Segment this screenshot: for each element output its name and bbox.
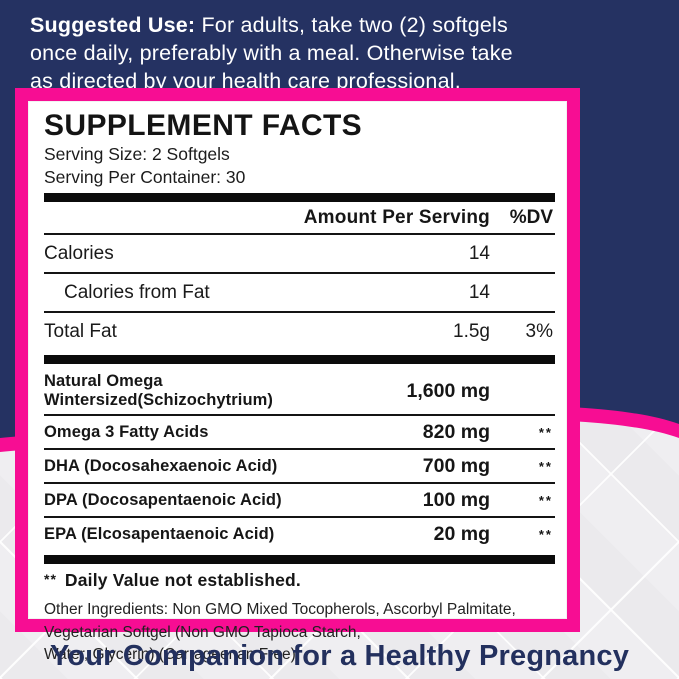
- table-row-natural-omega: Natural Omega Wintersized(Schizochytrium…: [44, 367, 555, 417]
- footnote-text: Daily Value not established.: [64, 570, 301, 591]
- supplement-facts-content: SUPPLEMENT FACTS Serving Size: 2 Softgel…: [28, 101, 567, 667]
- table-row-calories: Calories 14: [44, 235, 555, 275]
- divider-thick-top: [44, 193, 555, 203]
- other-ingredients-line1: Other Ingredients: Non GMO Mixed Tocophe…: [44, 601, 516, 619]
- suggested-use-line2: once daily, preferably with a meal. Othe…: [30, 41, 513, 65]
- table-row-dpa: DPA (Docosapentaenoic Acid) 100 mg **: [44, 484, 555, 519]
- serving-size: Serving Size: 2 Softgels: [44, 144, 230, 165]
- header-percent-dv: %DV: [509, 207, 553, 229]
- other-ingredients-line2: Vegetarian Softgel (Non GMO Tapioca Star…: [44, 623, 361, 641]
- bottom-tagline: Your Companion for a Healthy Pregnancy: [49, 640, 630, 672]
- footnote-asterisks: **: [44, 571, 57, 588]
- other-ingredients-line3: Water, Glycerin) (Carrageenan Free): [44, 646, 296, 664]
- table-header-row: Amount Per Serving %DV: [44, 202, 555, 236]
- suggested-use-line1: Suggested Use: For adults, take two (2) …: [30, 13, 508, 37]
- other-ingredients: Other Ingredients: Non GMO Mixed Tocophe…: [44, 599, 555, 666]
- table-row-dha: DHA (Docosahexaenoic Acid) 700 mg **: [44, 450, 555, 485]
- divider-thick-bottom: [44, 555, 555, 565]
- table-row-total-fat: Total Fat 1.5g 3%: [44, 321, 553, 343]
- supplement-facts-panel: SUPPLEMENT FACTS Serving Size: 2 Softgel…: [15, 88, 580, 663]
- panel-title: SUPPLEMENT FACTS: [44, 109, 363, 142]
- divider-thick-middle: [44, 355, 555, 365]
- table-row-omega3: Omega 3 Fatty Acids 820 mg **: [44, 416, 555, 451]
- suggested-use-text: Suggested Use: For adults, take two (2) …: [30, 11, 640, 95]
- daily-value-footnote: ** Daily Value not established.: [44, 570, 555, 591]
- servings-per-container: Serving Per Container: 30: [44, 167, 246, 188]
- header-amount-per-serving: Amount Per Serving: [303, 207, 490, 229]
- table-row-epa: EPA (Elcosapentaenoic Acid) 20 mg **: [44, 523, 553, 546]
- table-row-calories-from-fat: Calories from Fat 14: [44, 274, 555, 314]
- suggested-use-lead: Suggested Use:: [30, 13, 196, 37]
